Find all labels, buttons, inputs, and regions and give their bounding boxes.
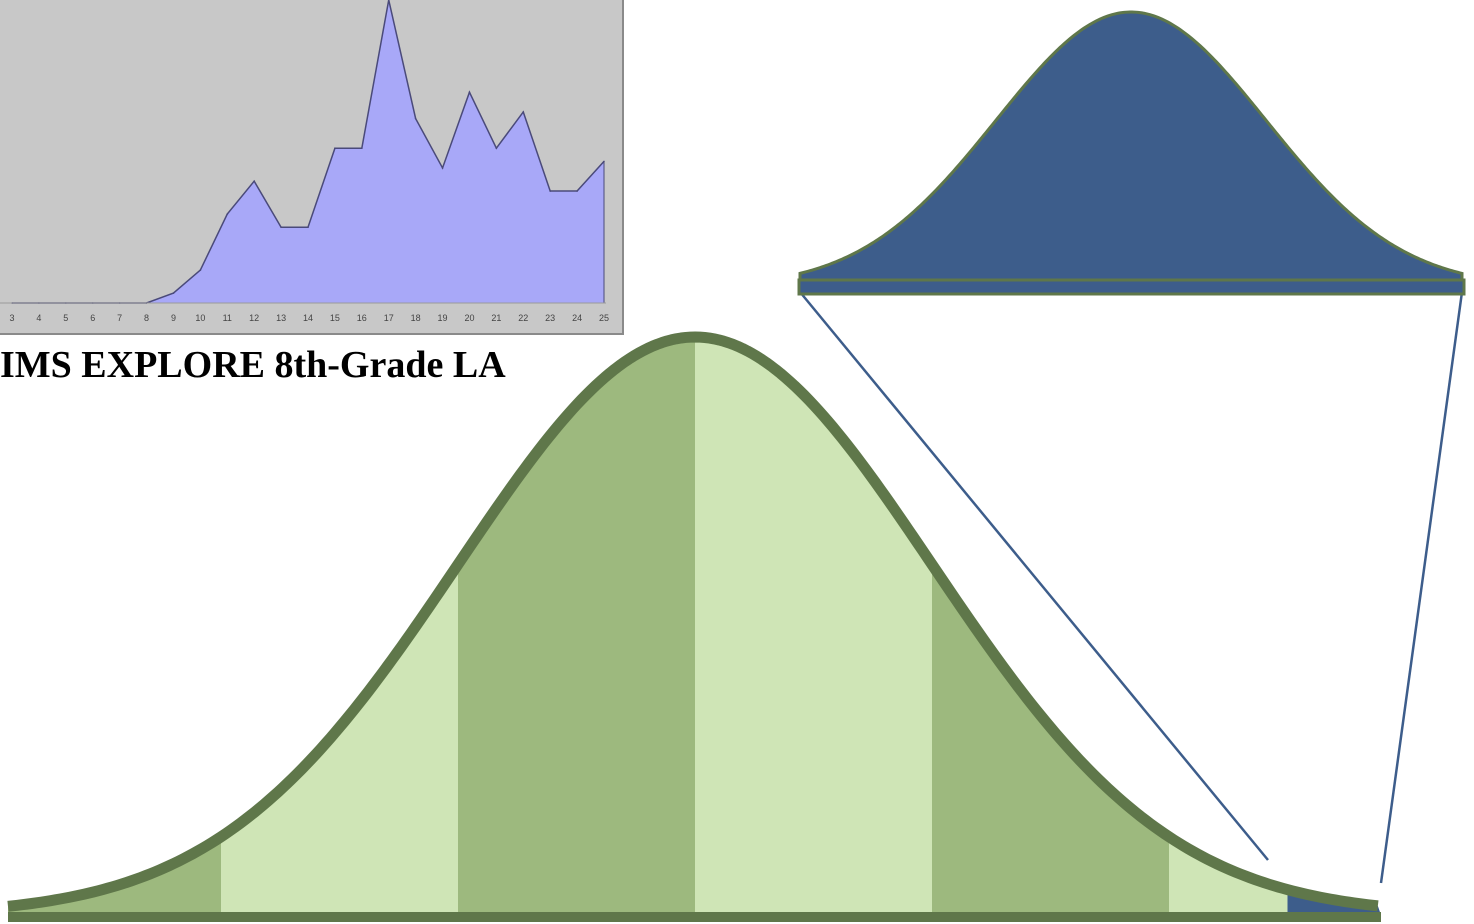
score-point <box>280 226 282 229</box>
score-x-tick-label: 16 <box>357 313 367 323</box>
score-point <box>576 190 578 192</box>
score-x-tick-label: 11 <box>223 313 232 323</box>
score-point <box>361 147 363 150</box>
score-x-tick-label: 21 <box>491 313 501 323</box>
score-point <box>603 160 605 163</box>
score-point <box>253 180 255 182</box>
score-chart-x-axis: 3 4 5 6 7 8 9 10 11 12 13 14 15 16 17 18 19 20 21 22 23 24 25 <box>0 302 609 323</box>
score-distribution-chart: 3 4 5 6 7 8 9 10 11 12 13 14 15 16 17 18 19 20 21 22 23 24 25 <box>0 0 624 335</box>
score-point <box>522 111 525 113</box>
zoom-connector-left <box>799 291 1269 861</box>
score-x-tick-label: 14 <box>303 313 313 323</box>
score-area-fill <box>12 0 604 303</box>
normal-curve-band <box>458 337 695 915</box>
zoom-connectors <box>799 291 1464 884</box>
score-x-tick-label: 20 <box>464 313 474 323</box>
zoomed-tail-baseline <box>797 278 1466 296</box>
score-point <box>226 213 229 215</box>
normal-curve-band <box>695 337 932 915</box>
score-x-tick-label: 19 <box>438 313 448 323</box>
score-x-tick-label: 6 <box>90 313 95 323</box>
score-x-tick-label: 22 <box>518 313 528 323</box>
score-point <box>549 190 551 192</box>
score-x-tick-label: 24 <box>572 313 582 323</box>
score-x-tick-label: 17 <box>384 313 394 323</box>
zoomed-tail-area <box>798 10 1464 289</box>
score-x-tick-label: 5 <box>63 313 68 323</box>
normal-curve-band <box>1287 337 1381 915</box>
score-x-tick-label: 7 <box>117 313 122 323</box>
score-x-tick-label: 15 <box>330 313 340 323</box>
score-x-tick-label: 10 <box>195 313 205 323</box>
score-x-tick-label: 18 <box>411 313 421 323</box>
zoom-connector-right <box>1379 291 1464 884</box>
normal-curve-band <box>1169 337 1288 915</box>
score-x-tick-label: 25 <box>599 313 609 323</box>
normal-curve-bands <box>8 337 1381 915</box>
score-point <box>172 292 175 294</box>
score-x-tick-label: 12 <box>249 313 259 323</box>
score-point <box>334 147 336 150</box>
normal-curve <box>7 331 1381 922</box>
score-point <box>495 147 498 150</box>
normal-curve-baseline <box>8 912 1381 922</box>
score-x-tick-label: 8 <box>144 313 149 323</box>
score-point <box>387 0 390 1</box>
score-point <box>414 117 417 120</box>
score-x-tick-label: 9 <box>171 313 176 323</box>
score-x-tick-label: 13 <box>276 313 286 323</box>
score-x-tick-label: 23 <box>545 313 555 323</box>
score-point <box>441 167 444 169</box>
zoomed-tail-curve <box>797 10 1466 296</box>
score-x-tick-label: 3 <box>9 313 14 323</box>
chart-caption: IMS EXPLORE 8th-Grade LA <box>0 344 506 386</box>
score-point <box>468 91 471 94</box>
score-x-tick-label: 4 <box>36 313 41 323</box>
normal-curve-band <box>8 337 221 915</box>
normal-curve-outline <box>7 331 1379 912</box>
score-point <box>307 226 309 229</box>
score-point <box>199 269 202 271</box>
